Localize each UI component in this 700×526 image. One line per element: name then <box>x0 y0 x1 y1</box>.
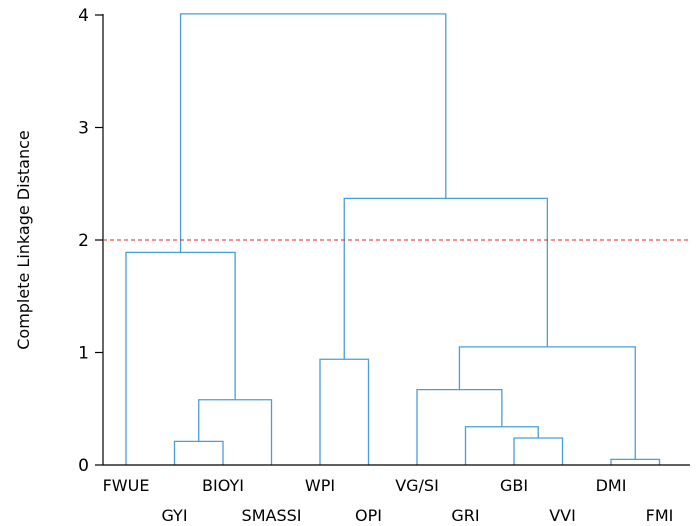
leaf-label: WPI <box>305 476 335 495</box>
dendrogram-link-20 <box>458 346 636 460</box>
leaf-label: GBI <box>500 476 528 495</box>
y-tick-label-1: 1 <box>78 344 89 364</box>
dendrogram-link-19 <box>610 458 661 465</box>
y-tick-label-0: 0 <box>78 456 89 476</box>
y-axis-title: Complete Linkage Distance <box>14 130 33 350</box>
leaf-label: VVI <box>549 506 576 525</box>
leaf-label: VG/SI <box>395 476 439 495</box>
y-tick-label-2: 2 <box>78 231 89 251</box>
dendrogram-link-21 <box>343 197 548 360</box>
leaf-label: GRI <box>451 506 479 525</box>
dendrogram-link-17 <box>464 426 539 465</box>
dendrogram-link-16 <box>513 437 564 465</box>
y-tick-label-4: 4 <box>78 6 89 26</box>
dendrogram-links <box>125 13 661 465</box>
leaf-label: FWUE <box>103 476 150 495</box>
leaf-label: FMI <box>646 506 674 525</box>
leaf-label: BIOYI <box>202 476 244 495</box>
dendrogram-link-22 <box>179 13 447 253</box>
dendrogram-link-15 <box>319 358 370 465</box>
leaf-label: DMI <box>596 476 627 495</box>
dendrogram-link-13 <box>198 399 273 465</box>
leaf-label: SMASSI <box>242 506 302 525</box>
leaf-label: OPI <box>355 506 382 525</box>
leaf-label: GYI <box>161 506 187 525</box>
dendrogram-link-12 <box>173 440 224 465</box>
dendrogram-link-14 <box>125 251 236 465</box>
y-tick-label-3: 3 <box>78 119 89 139</box>
y-axis-ticks: 0 1 2 3 4 <box>78 6 103 476</box>
